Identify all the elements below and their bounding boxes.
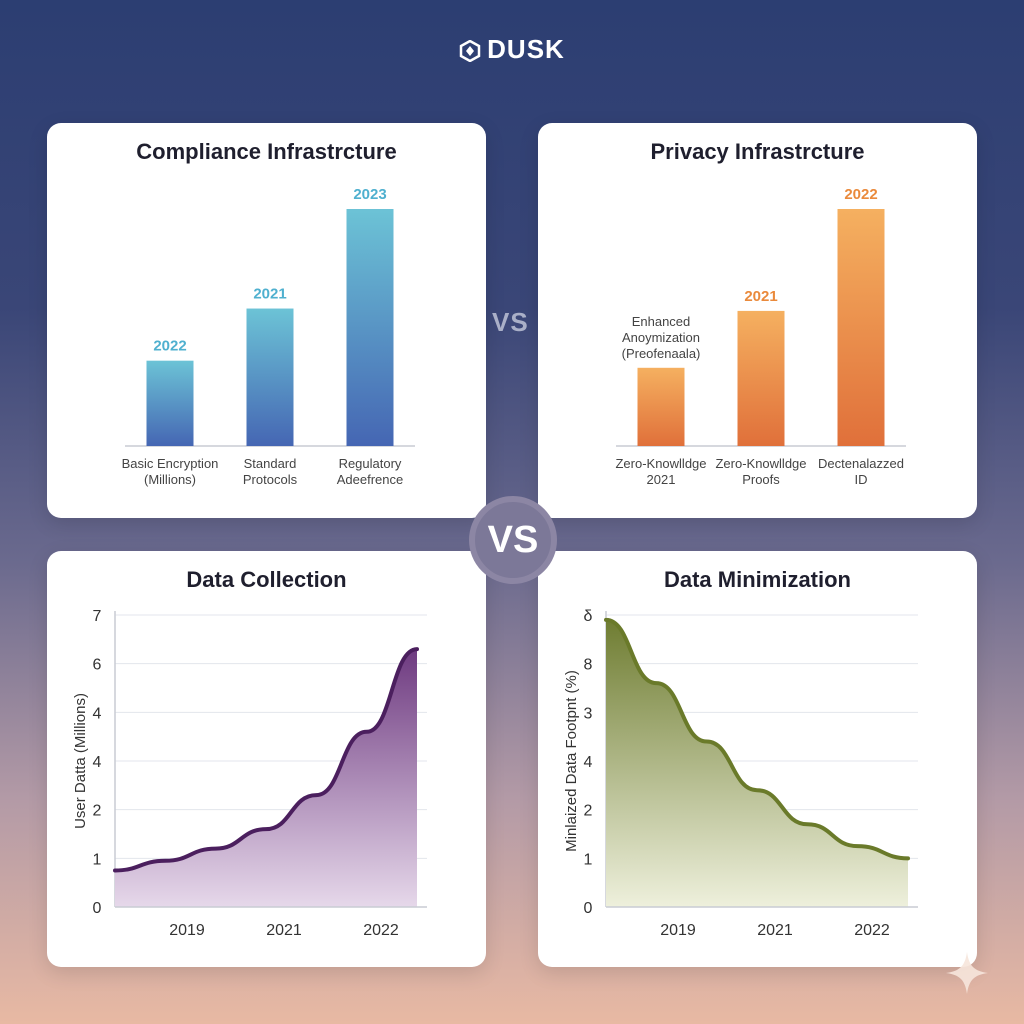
y-tick-label: 2	[584, 803, 593, 820]
chart-title: Privacy Infrastrcture	[650, 139, 865, 164]
data-collection-card: Data Collection 0 1 2 4 4 6 7 User Datta (Milli…	[47, 551, 486, 967]
category-label: Zero-Knowlldge 2021	[615, 456, 706, 487]
bar-data-label: 2021	[253, 286, 286, 303]
dusk-logo-icon	[459, 39, 481, 63]
series-line	[113, 647, 419, 873]
bar-data-label: 2023	[353, 186, 386, 203]
chart-title: Data Minimization	[663, 567, 851, 592]
y-tick-label: 6	[93, 657, 102, 674]
bar-data-label: 2022	[153, 338, 186, 355]
chart-title: Compliance Infrastrcture	[136, 139, 397, 164]
compliance-bar-chart: 2022 Basic Encryption (Millions) 2021 Standa…	[122, 186, 415, 487]
chart-title: Data Collection	[186, 567, 347, 592]
bar	[146, 360, 194, 446]
x-tick-label: 2021	[757, 922, 793, 939]
vs-badge-text: VS	[487, 518, 539, 561]
data-minimization-card: Data Minimization 0 1 2 4 3 8 δ Minlaized Data …	[538, 551, 977, 967]
y-tick-label: 7	[93, 608, 102, 625]
series-line	[604, 617, 910, 861]
privacy-bar-chart: Enhanced Anoymization (Preofenaala) Zero-Kn…	[615, 186, 906, 487]
y-tick-label: δ	[584, 608, 593, 625]
y-tick-label: 4	[93, 705, 102, 722]
category-label: Standard Protocols	[243, 456, 298, 487]
category-label: Regulatory Adeefrence	[337, 456, 404, 487]
y-tick-label: 8	[584, 657, 593, 674]
area-fill	[115, 649, 417, 907]
brand-name: DUSK	[487, 34, 565, 64]
brand-logo: DUSK	[0, 34, 1024, 65]
privacy-infrastructure-card: Privacy Infrastrcture Enhanced Anoymizati…	[538, 123, 977, 518]
y-axis-label: Minlaized Data Footpnt (%)	[563, 670, 580, 852]
sparkle-icon	[946, 952, 988, 994]
bar-data-label: Enhanced Anoymization (Preofenaala)	[622, 314, 701, 361]
data-minimization-area-chart: 0 1 2 4 3 8 δ Minlaized Data Footpnt (%) 2019 202…	[563, 608, 918, 939]
y-tick-label: 1	[584, 851, 593, 868]
bar	[346, 209, 394, 446]
bar	[246, 308, 294, 446]
x-tick-label: 2022	[363, 922, 399, 939]
vs-label: VS	[492, 307, 529, 337]
bar-data-label: 2021	[744, 288, 777, 305]
x-tick-label: 2019	[169, 922, 205, 939]
x-tick-label: 2022	[854, 922, 890, 939]
bar	[637, 367, 685, 446]
y-tick-label: 1	[93, 851, 102, 868]
category-label: Dectenalazzed ID	[818, 456, 904, 487]
x-tick-label: 2021	[266, 922, 302, 939]
y-tick-label: 4	[93, 754, 102, 771]
area-fill	[606, 619, 908, 907]
category-label: Basic Encryption (Millions)	[122, 456, 219, 487]
x-tick-label: 2019	[660, 922, 696, 939]
y-tick-label: 0	[584, 900, 593, 917]
vs-badge: VS	[469, 496, 557, 584]
bar	[837, 209, 885, 446]
y-tick-label: 4	[584, 754, 593, 771]
bar	[737, 310, 785, 446]
y-tick-label: 3	[584, 705, 593, 722]
y-tick-label: 2	[93, 803, 102, 820]
data-collection-area-chart: 0 1 2 4 4 6 7 User Datta (Millions) 2019 2021 2022	[72, 608, 427, 939]
y-tick-label: 0	[93, 900, 102, 917]
y-axis-label: User Datta (Millions)	[72, 693, 89, 829]
compliance-infrastructure-card: Compliance Infrastrcture 2022 Basic Encry…	[47, 123, 486, 518]
category-label: Zero-Knowlldge Proofs	[715, 456, 806, 487]
bar-data-label: 2022	[844, 186, 877, 203]
